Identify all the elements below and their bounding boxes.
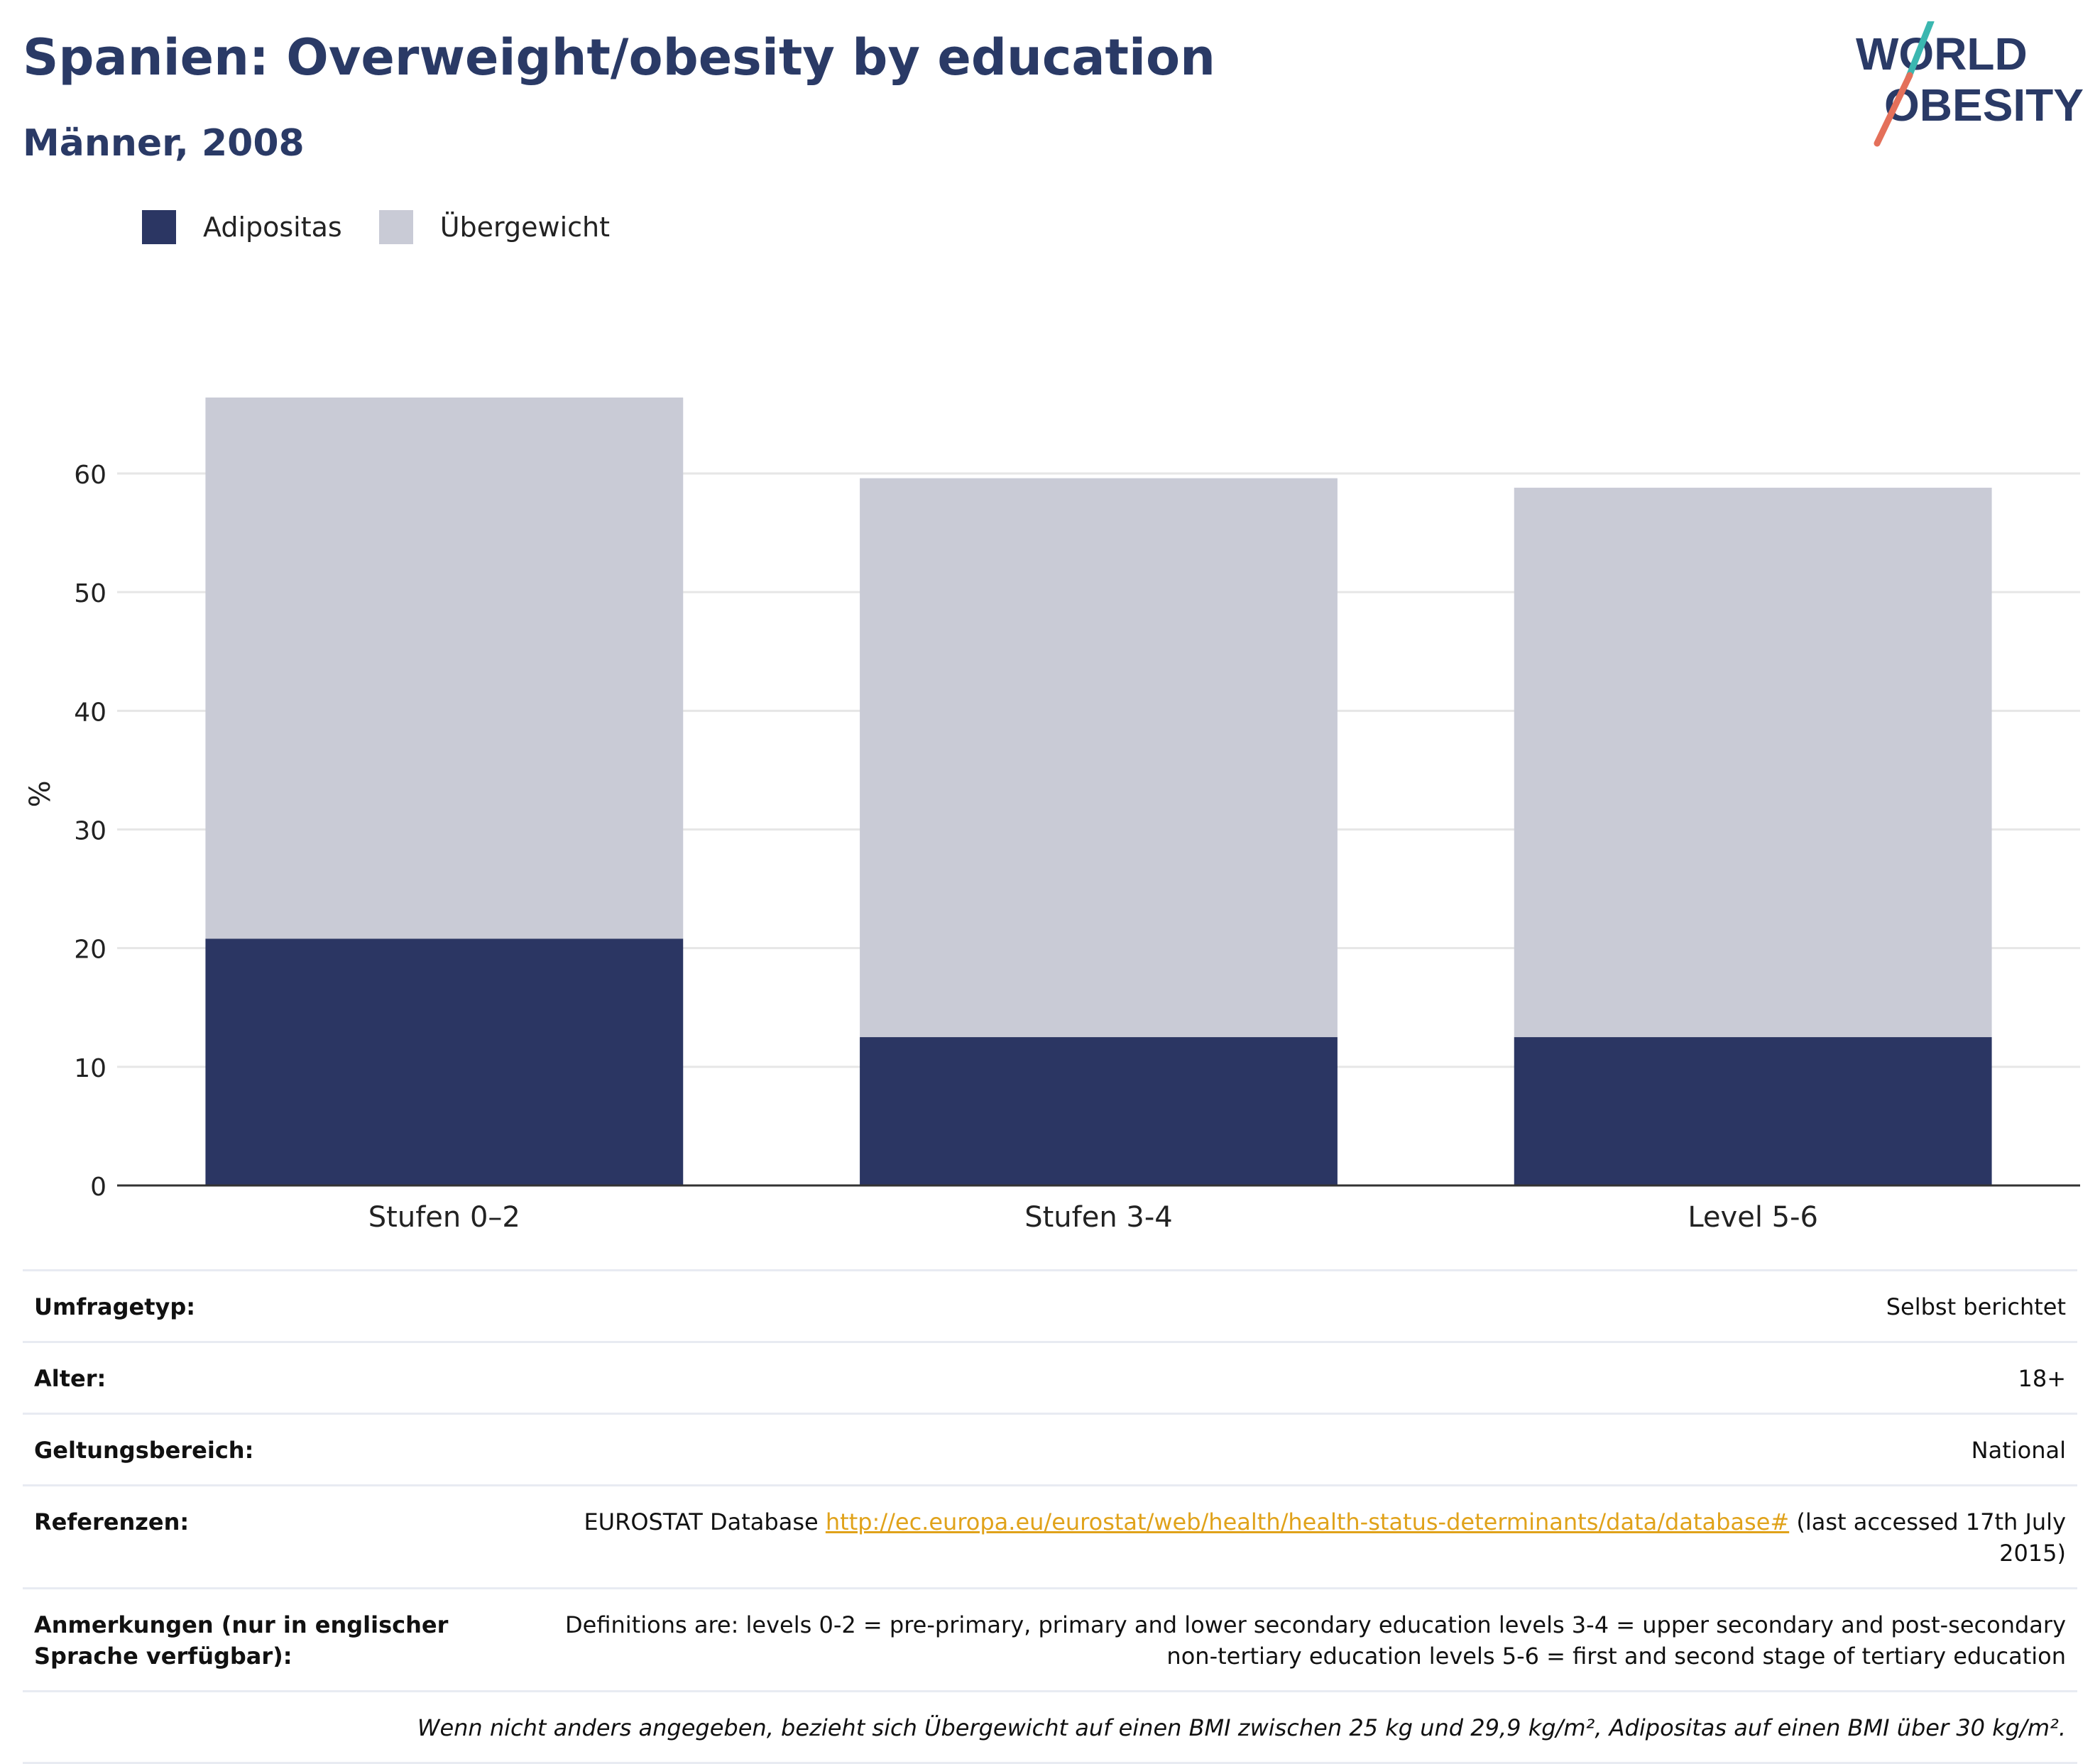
y-tick-label: 40 — [74, 698, 106, 727]
legend-swatch-adipositas — [142, 210, 176, 244]
bmi-footnote: Wenn nicht anders angegeben, bezieht sic… — [417, 1714, 2066, 1741]
legend-label-uebergewicht: Übergewicht — [439, 212, 610, 243]
x-tick-label: Stufen 3-4 — [1024, 1201, 1173, 1234]
meta-row-notes: Anmerkungen (nur in englischer Sprache v… — [23, 1587, 2077, 1690]
logo-word-world: WORLD — [1856, 28, 2028, 80]
y-tick-label: 10 — [74, 1054, 106, 1083]
meta-value-age: 18+ — [2018, 1365, 2066, 1392]
meta-label-references: Referenzen: — [34, 1508, 190, 1535]
logo-slash-coral — [1874, 72, 1913, 147]
bar-adipositas — [1514, 1037, 1992, 1185]
legend-label-adipositas: Adipositas — [203, 212, 342, 243]
chart-subtitle: Männer, 2008 — [23, 122, 305, 165]
y-tick-label: 50 — [74, 579, 106, 608]
bar-adipositas — [205, 938, 684, 1185]
y-tick-label: 20 — [74, 936, 106, 965]
y-axis-title: % — [24, 780, 57, 807]
bar-uebergewicht — [860, 478, 1338, 1038]
stacked-bar-chart: 0 10 20 30 40 50 60% Stufen 0–2 Stufen 3-4 Level … — [24, 398, 2080, 1234]
meta-value-references: EUROSTAT Database http://ec.europa.eu/eu… — [545, 1506, 2066, 1569]
legend-item-uebergewicht[interactable]: Übergewicht — [378, 210, 610, 244]
reference-link[interactable]: http://ec.europa.eu/eurostat/web/health/… — [825, 1508, 1790, 1535]
reference-suffix: (last accessed 17th July 2015) — [1789, 1508, 2066, 1567]
y-tick-label: 60 — [74, 461, 106, 490]
y-tick-label: 0 — [90, 1173, 106, 1202]
meta-value-scope: National — [1971, 1437, 2066, 1464]
meta-label-notes: Anmerkungen (nur in englischer Sprache v… — [34, 1611, 449, 1670]
logo-slash-teal — [1905, 21, 1935, 82]
meta-row-age: Alter: 18+ — [23, 1341, 2077, 1413]
meta-value-notes: Definitions are: levels 0-2 = pre-primar… — [565, 1611, 2066, 1670]
meta-value-survey: Selbst berichtet — [1886, 1293, 2066, 1320]
world-obesity-logo: WORLD OBESITY — [1856, 21, 2084, 147]
logo-word-obesity: OBESITY — [1884, 80, 2084, 131]
legend: Adipositas Übergewicht — [142, 210, 647, 244]
bar-adipositas — [860, 1037, 1338, 1185]
bar-uebergewicht — [205, 398, 684, 939]
x-tick-label: Stufen 0–2 — [368, 1201, 520, 1234]
metadata-table: Umfragetyp: Selbst berichtet Alter: 18+ … — [23, 1269, 2077, 1764]
reference-prefix: EUROSTAT Database — [584, 1508, 826, 1535]
y-tick-label: 30 — [74, 816, 106, 845]
meta-row-footnote: Wenn nicht anders angegeben, bezieht sic… — [23, 1690, 2077, 1764]
meta-label-scope: Geltungsbereich: — [34, 1437, 254, 1464]
chart-title: Spanien: Overweight/obesity by education — [23, 28, 1215, 87]
meta-row-scope: Geltungsbereich: National — [23, 1413, 2077, 1484]
bar-uebergewicht — [1514, 488, 1992, 1038]
meta-row-survey: Umfragetyp: Selbst berichtet — [23, 1269, 2077, 1341]
x-tick-label: Level 5-6 — [1688, 1201, 1818, 1234]
legend-swatch-uebergewicht — [378, 210, 413, 244]
meta-row-references: Referenzen: EUROSTAT Database http://ec.… — [23, 1484, 2077, 1587]
legend-item-adipositas[interactable]: Adipositas — [142, 210, 342, 244]
meta-label-age: Alter: — [34, 1365, 106, 1392]
meta-label-survey: Umfragetyp: — [34, 1293, 196, 1320]
